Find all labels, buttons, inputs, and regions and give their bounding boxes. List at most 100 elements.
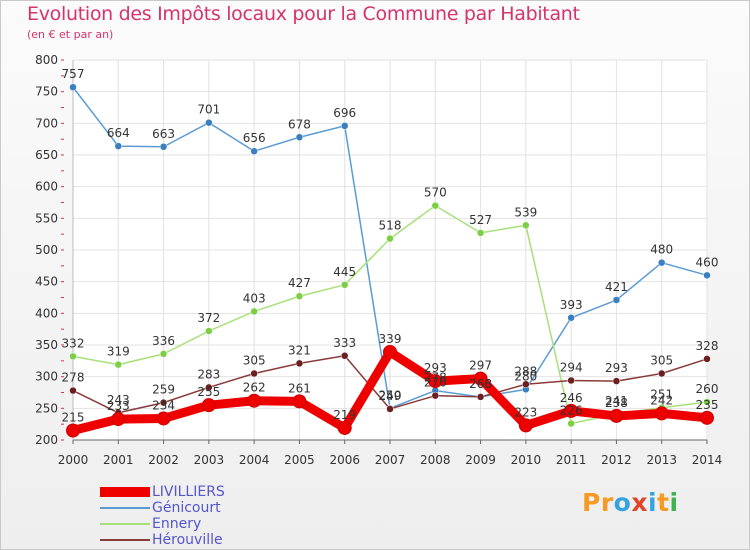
data-label-livilliers: 339 <box>379 332 402 346</box>
data-point-genicourt <box>340 122 349 130</box>
data-label-genicourt: 278 <box>424 371 447 385</box>
data-point-herouville <box>476 393 485 401</box>
data-label-herouville: 268 <box>469 377 492 391</box>
data-point-livilliers <box>473 371 488 386</box>
data-label-ennery: 518 <box>379 219 402 233</box>
data-label-livilliers: 297 <box>469 359 492 373</box>
data-label-livilliers: 234 <box>152 398 175 412</box>
legend-item-livilliers: LIVILLIERS <box>100 484 340 500</box>
data-label-genicourt: 664 <box>107 126 130 140</box>
logo-letter: i <box>669 488 679 517</box>
data-label-livilliers: 255 <box>197 385 220 399</box>
data-label-herouville: 270 <box>424 376 447 390</box>
data-label-ennery: 241 <box>605 394 628 408</box>
x-tick-label: 2007 <box>375 453 406 467</box>
data-label-livilliers: 215 <box>62 411 85 425</box>
data-point-livilliers <box>564 403 579 418</box>
data-point-livilliers <box>609 408 624 423</box>
data-point-livilliers <box>201 398 216 413</box>
data-point-ennery <box>295 292 304 300</box>
data-point-livilliers <box>66 423 80 438</box>
data-label-livilliers: 261 <box>288 381 311 395</box>
data-label-genicourt: 421 <box>605 280 628 294</box>
data-point-ennery <box>159 350 168 358</box>
data-label-livilliers: 246 <box>560 391 583 405</box>
y-tick-label: 800 <box>35 53 58 67</box>
data-point-ennery <box>205 327 213 335</box>
x-tick-label: 2014 <box>692 453 723 467</box>
y-tick-label: 650 <box>35 148 58 162</box>
data-label-genicourt: 280 <box>514 369 537 383</box>
data-label-herouville: 294 <box>560 360 583 374</box>
data-point-herouville <box>295 359 304 368</box>
data-point-genicourt <box>250 147 258 155</box>
data-label-livilliers: 219 <box>333 408 356 422</box>
data-point-ennery <box>114 360 123 369</box>
data-label-herouville: 328 <box>696 339 719 353</box>
logo-letter: t <box>657 488 670 517</box>
data-label-ennery: 570 <box>424 186 447 200</box>
y-tick-label: 350 <box>35 338 58 352</box>
data-label-herouville: 305 <box>650 354 673 368</box>
data-label-genicourt: 460 <box>696 255 719 269</box>
data-label-ennery: 403 <box>243 291 266 305</box>
data-point-genicourt <box>295 133 304 142</box>
data-label-herouville: 293 <box>605 361 628 375</box>
data-label-ennery: 332 <box>62 336 85 350</box>
logo-letter: i <box>648 488 658 517</box>
x-tick-label: 2008 <box>420 453 451 467</box>
x-tick-label: 2004 <box>239 453 270 467</box>
x-tick-label: 2006 <box>329 453 360 467</box>
x-tick-label: 2010 <box>511 453 542 467</box>
legend-label-livilliers: LIVILLIERS <box>152 484 225 500</box>
y-tick-label: 700 <box>35 116 58 130</box>
data-label-herouville: 321 <box>288 343 311 357</box>
x-tick-label: 2013 <box>646 453 677 467</box>
data-label-genicourt: 393 <box>560 298 583 312</box>
x-tick-label: 2002 <box>148 453 179 467</box>
data-point-genicourt <box>69 83 77 91</box>
data-point-livilliers <box>292 394 307 409</box>
chart-legend: LIVILLIERS Génicourt Ennery Hérouville <box>100 484 340 548</box>
data-label-livilliers: 235 <box>696 398 719 412</box>
data-point-herouville <box>340 352 349 360</box>
legend-swatch-genicourt <box>100 507 150 509</box>
x-tick-label: 2005 <box>284 453 315 467</box>
x-tick-label: 2009 <box>465 453 496 467</box>
data-point-genicourt <box>159 143 168 151</box>
data-point-herouville <box>205 383 213 392</box>
data-label-ennery: 336 <box>152 334 175 348</box>
data-label-herouville: 305 <box>243 354 266 368</box>
data-point-ennery <box>567 419 575 428</box>
data-point-livilliers <box>247 393 262 408</box>
data-label-ennery: 319 <box>107 345 130 359</box>
legend-item-genicourt: Génicourt <box>100 500 340 516</box>
data-label-ennery: 427 <box>288 276 311 290</box>
logo-letter: o <box>613 488 632 517</box>
y-tick-label: 600 <box>35 180 58 194</box>
data-point-herouville <box>69 386 77 395</box>
data-point-livilliers <box>518 418 533 433</box>
legend-swatch-ennery <box>100 523 150 525</box>
y-tick-label: 450 <box>35 275 58 289</box>
data-point-herouville <box>612 377 621 385</box>
data-label-livilliers: 293 <box>424 361 447 375</box>
x-tick-label: 2012 <box>601 453 632 467</box>
data-point-herouville <box>657 369 666 378</box>
data-label-genicourt: 696 <box>333 106 356 120</box>
data-label-herouville: 288 <box>514 364 537 378</box>
data-point-livilliers <box>337 420 352 435</box>
data-label-livilliers: 238 <box>605 396 628 410</box>
data-label-herouville: 243 <box>107 393 130 407</box>
data-label-ennery: 260 <box>696 382 719 396</box>
y-tick-label: 250 <box>35 401 58 415</box>
data-point-genicourt <box>657 258 666 267</box>
data-point-ennery <box>250 307 258 316</box>
proxiti-logo: Proxiti <box>582 488 679 517</box>
data-point-genicourt <box>612 296 621 304</box>
data-label-livilliers: 262 <box>243 381 266 395</box>
data-label-ennery: 539 <box>514 205 537 219</box>
data-label-herouville: 333 <box>333 336 356 350</box>
data-label-ennery: 251 <box>650 388 673 402</box>
data-point-genicourt <box>567 314 575 322</box>
